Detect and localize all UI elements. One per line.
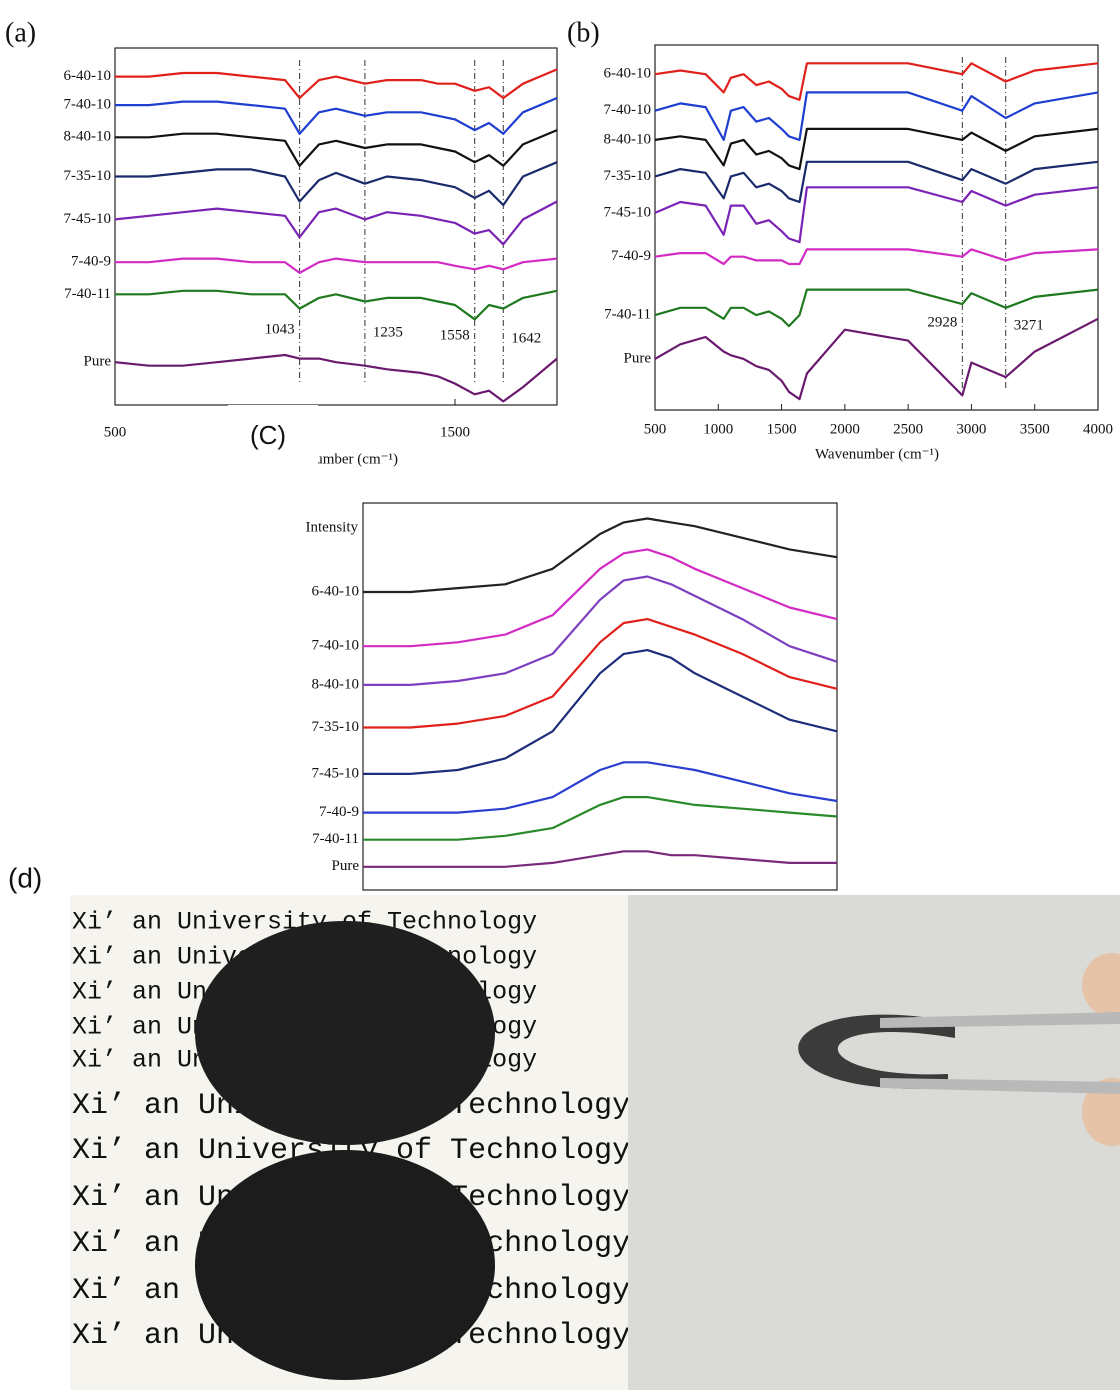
x-tick-label: 2500 (893, 421, 923, 437)
series-label: 7-35-10 (64, 168, 112, 184)
spectrum-line (363, 850, 837, 868)
spectrum-line (114, 200, 558, 246)
series-label: 7-45-10 (312, 765, 360, 781)
series-label: 7-40-9 (71, 254, 111, 270)
peak-label: 1043 (265, 321, 295, 337)
label-box (228, 405, 318, 467)
x-tick-label: 1500 (767, 421, 797, 437)
spectrum-line (363, 796, 838, 841)
spectrum-line (654, 62, 1099, 101)
series-label: 8-40-10 (312, 676, 360, 692)
series-label: 8-40-10 (604, 131, 652, 147)
finger (1082, 953, 1120, 1017)
series-label: 7-40-9 (611, 248, 651, 264)
background (628, 895, 1120, 1390)
peak-label: 1235 (373, 324, 403, 340)
series-label: 6-40-10 (604, 66, 652, 82)
series-label: 7-35-10 (312, 719, 360, 735)
tweezers (880, 1012, 1120, 1028)
peak-label: 1558 (440, 327, 470, 343)
peak-label: 1642 (511, 330, 541, 346)
panel-label: (b) (567, 17, 600, 48)
spectrum-line (363, 649, 838, 775)
film-disc (195, 1150, 495, 1380)
plot-frame (114, 47, 558, 406)
series-label: 7-40-11 (604, 307, 651, 323)
x-tick-label: 1000 (703, 421, 733, 437)
peak-label: 3271 (1014, 317, 1044, 333)
series-label: 7-35-10 (604, 168, 652, 184)
series-label: 7-40-10 (312, 638, 360, 654)
panel-label: (C) (250, 420, 286, 450)
spectrum-line (115, 96, 558, 135)
spectrum-line (654, 91, 1099, 141)
series-label: Pure (624, 350, 652, 366)
x-tick-label: 2000 (830, 421, 860, 437)
charts: 500 1500 1043 1235 1558 1642 6-40-10 7-40-10 8-4… (5, 17, 1113, 891)
chart: 500 1500 1043 1235 1558 1642 6-40-10 7-40-10 8-4… (5, 17, 558, 467)
x-tick-label: 500 (644, 421, 667, 437)
peak-label: 2928 (927, 314, 957, 330)
series-label: 7-45-10 (604, 204, 652, 220)
spectrum-line (654, 248, 1099, 266)
chart: 6-40-10 7-40-10 8-40-10 7-35-10 7-45-10 7-40-… (228, 405, 838, 891)
spectrum-line (114, 353, 558, 403)
series-label: Pure (332, 858, 360, 874)
panel-label: (a) (5, 17, 36, 48)
tweezers (880, 1078, 1120, 1094)
plot-frame (654, 44, 1099, 411)
series-label: 7-40-10 (604, 102, 652, 118)
film-disc (195, 921, 495, 1145)
series-label: 7-40-10 (64, 97, 112, 113)
x-tick-label: 1500 (440, 424, 470, 440)
spectrum-line (363, 517, 838, 594)
y-axis-label: Intensity (306, 519, 359, 535)
x-axis-label: Wavenumber (cm⁻¹) (815, 446, 939, 462)
x-tick-label: 3500 (1020, 421, 1050, 437)
spectrum-line (654, 186, 1099, 244)
spectrum-line (363, 548, 838, 648)
series-label: 7-45-10 (64, 211, 112, 227)
x-tick-label: 4000 (1083, 421, 1113, 437)
spectrum-line (115, 68, 558, 100)
spectrum-line (654, 127, 1099, 171)
spectrum-line (115, 257, 558, 274)
series-label: 7-40-11 (312, 831, 359, 847)
spectrum-line (115, 161, 558, 207)
series-label: 6-40-10 (64, 68, 112, 84)
bent-film (798, 1014, 955, 1089)
x-tick-label: 3000 (956, 421, 986, 437)
series-label: 8-40-10 (64, 129, 112, 145)
spectrum-line (654, 317, 1099, 401)
series-label: 7-40-11 (64, 286, 111, 302)
series-label: 7-40-9 (319, 804, 359, 820)
x-tick-label: 500 (104, 424, 127, 440)
plot-frame (362, 502, 838, 891)
series-label: Pure (84, 354, 112, 370)
spectrum-line (654, 288, 1099, 328)
spectrum-line (363, 761, 838, 814)
spectrum-line (363, 618, 838, 729)
chart: 500 1000 1500 2000 2500 3000 3500 4000 2928 3271 6… (567, 17, 1113, 462)
series-label: 6-40-10 (312, 583, 360, 599)
spectrum-line (654, 160, 1099, 204)
spectrum-line (363, 575, 838, 686)
spectrum-line (115, 289, 558, 321)
panel-label: (d) (8, 862, 42, 893)
finger (1082, 1078, 1120, 1146)
spectrum-line (115, 129, 558, 167)
